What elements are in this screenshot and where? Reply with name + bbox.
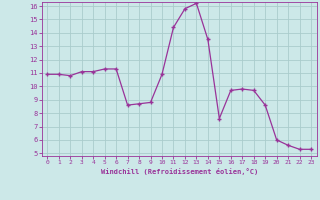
X-axis label: Windchill (Refroidissement éolien,°C): Windchill (Refroidissement éolien,°C): [100, 168, 258, 175]
